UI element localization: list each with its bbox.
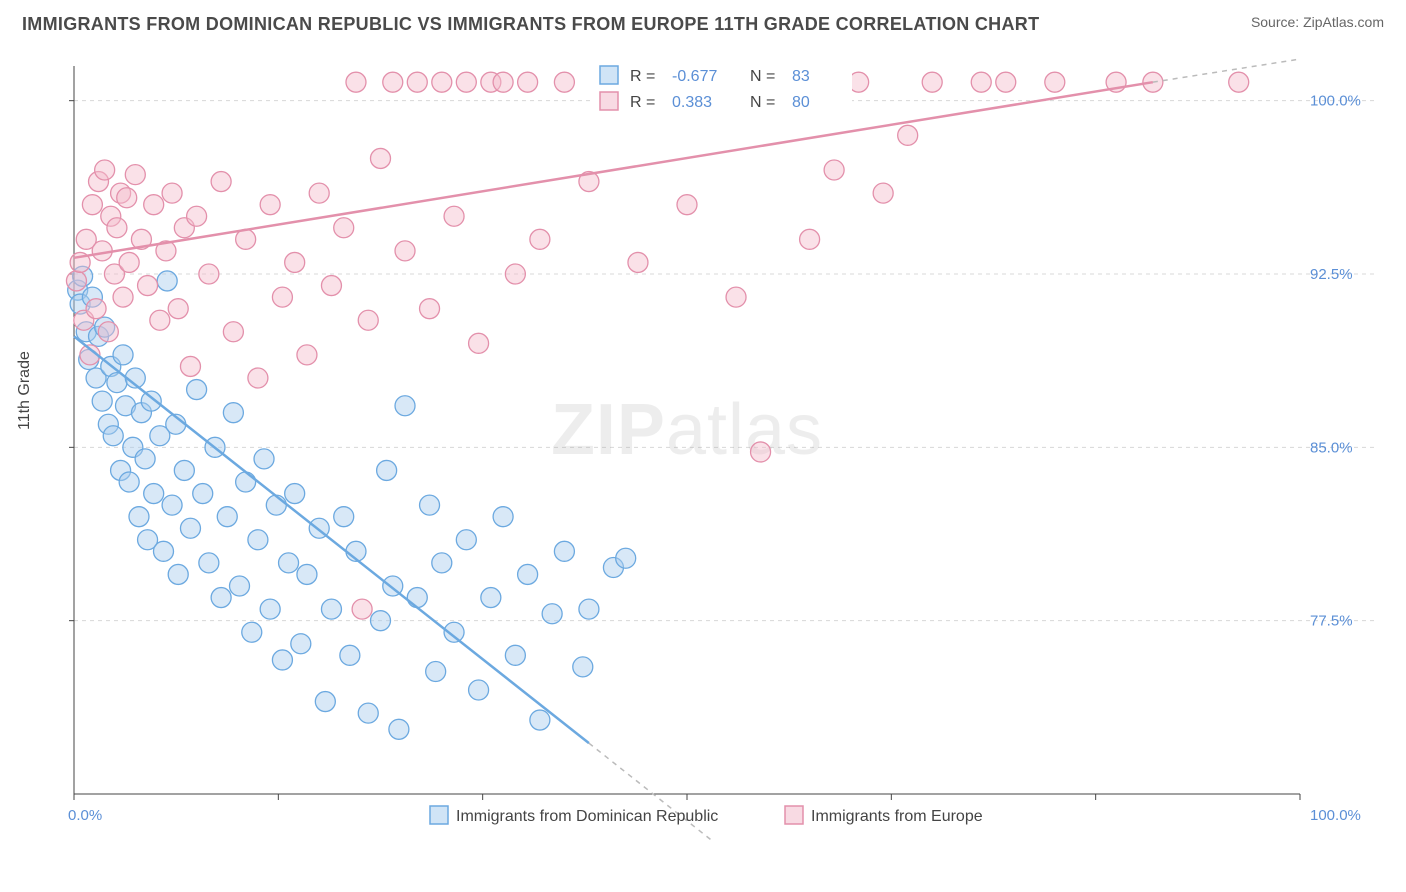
svg-text:ZIPatlas: ZIPatlas <box>551 390 823 470</box>
svg-text:85.0%: 85.0% <box>1310 439 1353 456</box>
svg-text:0.383: 0.383 <box>672 94 712 111</box>
svg-text:N =: N = <box>750 68 775 85</box>
source-link[interactable]: ZipAtlas.com <box>1303 14 1384 30</box>
chart-title: IMMIGRANTS FROM DOMINICAN REPUBLIC VS IM… <box>22 14 1039 35</box>
scatter-chart: ZIPatlas 77.5% 85.0% 92.5% 100.0% 0.0% 100.0% R… <box>60 54 1380 864</box>
source-label: Source: <box>1251 14 1299 30</box>
svg-text:92.5%: 92.5% <box>1310 266 1353 283</box>
svg-text:R =: R = <box>630 68 655 85</box>
svg-text:100.0%: 100.0% <box>1310 807 1361 824</box>
svg-text:83: 83 <box>792 68 810 85</box>
header-bar: IMMIGRANTS FROM DOMINICAN REPUBLIC VS IM… <box>0 0 1406 41</box>
svg-text:100.0%: 100.0% <box>1310 93 1361 110</box>
y-axis-label: 11th Grade <box>16 351 34 430</box>
svg-text:Immigrants from Europe: Immigrants from Europe <box>811 808 983 825</box>
svg-text:-0.677: -0.677 <box>672 68 717 85</box>
svg-text:Immigrants from Dominican Repu: Immigrants from Dominican Republic <box>456 808 718 825</box>
svg-text:0.0%: 0.0% <box>68 807 102 824</box>
chart-area: ZIPatlas 77.5% 85.0% 92.5% 100.0% 0.0% 100.0% R… <box>60 54 1380 824</box>
svg-text:77.5%: 77.5% <box>1310 613 1353 630</box>
svg-text:80: 80 <box>792 94 810 111</box>
source-attribution: Source: ZipAtlas.com <box>1251 14 1384 30</box>
svg-text:R =: R = <box>630 94 655 111</box>
svg-text:N =: N = <box>750 94 775 111</box>
